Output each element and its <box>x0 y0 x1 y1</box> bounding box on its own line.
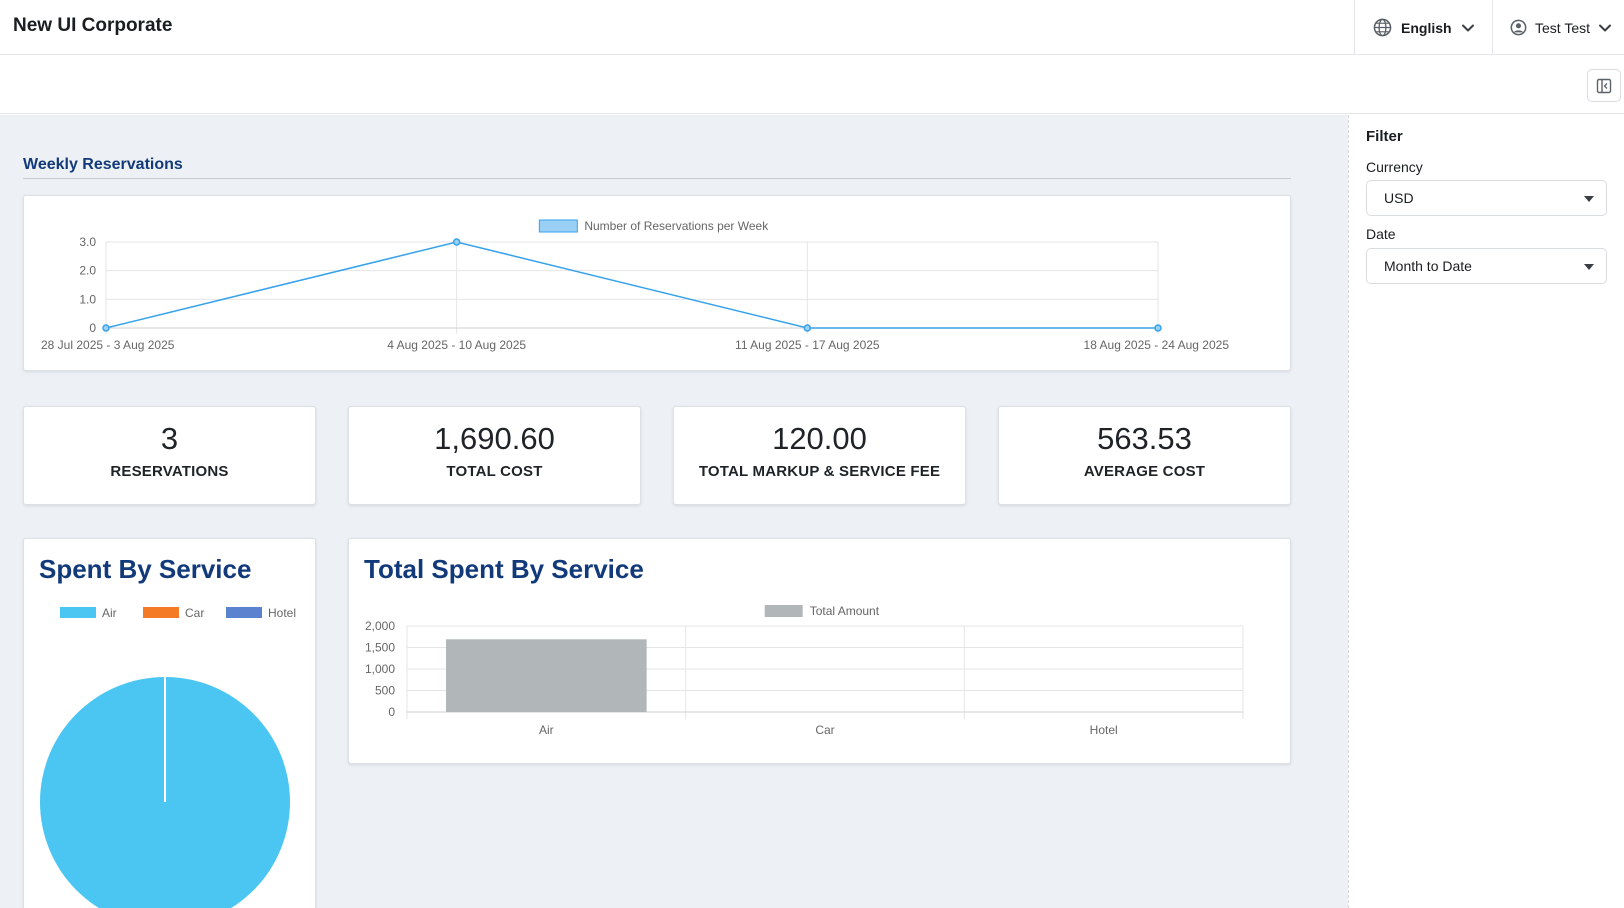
series-line <box>105 241 1158 329</box>
legend-label: Car <box>185 606 204 620</box>
kpi-value: 1,690.60 <box>434 421 555 456</box>
date-select[interactable]: Month to Date <box>1366 248 1607 284</box>
kpi-value: 120.00 <box>772 421 867 456</box>
legend-swatch <box>60 607 96 618</box>
x-tick-label: Hotel <box>1090 723 1118 737</box>
card-title: Spent By Service <box>39 554 252 584</box>
dashboard-content: Weekly Reservations Number of Reservatio… <box>0 115 1348 908</box>
kpi-label: TOTAL COST <box>446 463 543 480</box>
spent-by-service-card: Spent By Service Air Car Hotel <box>23 538 316 908</box>
user-avatar-icon <box>1510 19 1527 36</box>
x-tick-label: 28 Jul 2025 - 3 Aug 2025 <box>41 338 175 352</box>
y-tick-label: 0 <box>388 705 395 719</box>
caret-down-icon <box>1584 196 1594 202</box>
x-tick-label: 4 Aug 2025 - 10 Aug 2025 <box>387 338 526 352</box>
weekly-reservations-line-chart: Number of Reservations per Week 0 1.0 2.0 3.… <box>41 219 1230 352</box>
user-name: Test Test <box>1535 19 1590 36</box>
user-menu[interactable]: Test Test <box>1492 0 1624 55</box>
legend-swatch <box>764 605 803 617</box>
total-spent-by-service-bar-chart: Total Amount 0 500 1,000 1,500 2,000 Air Car Hot… <box>365 604 1244 737</box>
legend-label: Number of Reservations per Week <box>584 219 769 233</box>
kpi-card-markup-service-fee: 120.00 TOTAL MARKUP & SERVICE FEE <box>673 406 966 505</box>
kpi-label: TOTAL MARKUP & SERVICE FEE <box>698 463 941 480</box>
legend-label: Air <box>102 606 117 620</box>
section-title-weekly-reservations: Weekly Reservations <box>23 156 183 173</box>
toggle-filter-panel-button[interactable] <box>1587 69 1621 102</box>
date-value: Month to Date <box>1384 258 1472 274</box>
spent-by-service-pie-chart: Air Car Hotel <box>40 606 296 908</box>
data-point <box>452 238 461 246</box>
language-selector[interactable]: English <box>1354 0 1492 55</box>
globe-icon <box>1373 18 1392 37</box>
currency-label: Currency <box>1366 159 1423 175</box>
y-tick-label: 500 <box>375 684 395 698</box>
top-header: New UI Corporate English Test Test <box>0 0 1624 55</box>
y-tick-label: 1.0 <box>79 292 96 306</box>
y-tick-label: 3.0 <box>79 235 96 249</box>
kpi-card-reservations: 3 RESERVATIONS <box>23 406 316 505</box>
currency-value: USD <box>1384 190 1414 206</box>
x-tick-label: 11 Aug 2025 - 17 Aug 2025 <box>735 338 880 352</box>
x-tick-label: 18 Aug 2025 - 24 Aug 2025 <box>1084 338 1230 352</box>
kpi-card-average-cost: 563.53 AVERAGE COST <box>998 406 1291 505</box>
y-tick-label: 0 <box>89 321 96 335</box>
legend-swatch <box>226 607 262 618</box>
legend-swatch <box>538 219 578 233</box>
weekly-reservations-card: Number of Reservations per Week 0 1.0 2.0 3.… <box>23 195 1291 371</box>
y-tick-label: 2.0 <box>79 264 96 278</box>
sidebar-panel-icon <box>1596 78 1612 93</box>
card-title: Total Spent By Service <box>364 554 644 584</box>
x-tick-label: Air <box>539 723 554 737</box>
language-label: English <box>1401 19 1452 36</box>
data-point <box>102 324 110 332</box>
chevron-down-icon <box>1461 24 1474 31</box>
toolbar <box>0 55 1624 114</box>
caret-down-icon <box>1584 264 1594 270</box>
y-tick-label: 1,500 <box>365 641 395 655</box>
kpi-label: AVERAGE COST <box>1083 463 1206 480</box>
legend-label: Total Amount <box>810 604 880 618</box>
kpi-label: RESERVATIONS <box>110 463 229 480</box>
chevron-down-icon <box>1599 24 1611 31</box>
y-tick-label: 2,000 <box>365 619 395 633</box>
data-point <box>1154 324 1162 332</box>
kpi-value: 3 <box>160 421 179 456</box>
bar <box>446 639 647 712</box>
kpi-card-total-cost: 1,690.60 TOTAL COST <box>348 406 641 505</box>
filter-panel: Filter Currency USD Date Month to Date <box>1348 115 1624 908</box>
currency-select[interactable]: USD <box>1366 180 1607 216</box>
app-title: New UI Corporate <box>13 15 173 36</box>
total-spent-by-service-card: Total Spent By Service Total Amount 0 500 1… <box>348 538 1291 764</box>
filter-title: Filter <box>1366 128 1403 145</box>
date-label: Date <box>1366 226 1396 242</box>
legend-swatch <box>143 607 179 618</box>
kpi-value: 563.53 <box>1097 421 1192 456</box>
section-divider <box>23 178 1291 179</box>
data-point <box>803 324 812 332</box>
y-tick-label: 1,000 <box>365 662 395 676</box>
x-tick-label: Car <box>815 723 834 737</box>
legend-label: Hotel <box>268 606 296 620</box>
